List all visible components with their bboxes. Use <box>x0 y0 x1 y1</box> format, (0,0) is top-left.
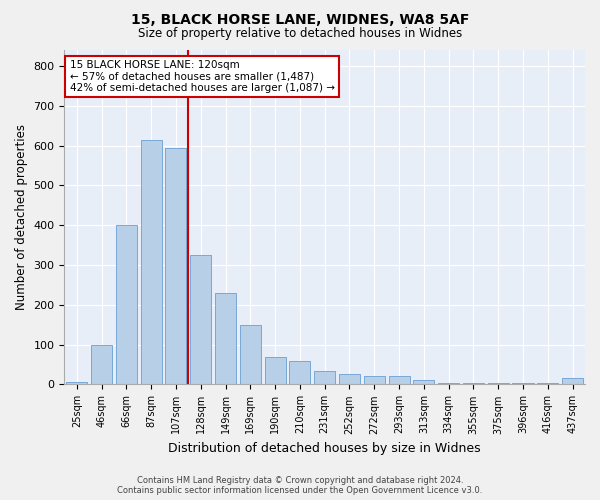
Bar <box>140 140 162 384</box>
Text: 15 BLACK HORSE LANE: 120sqm
← 57% of detached houses are smaller (1,487)
42% of : 15 BLACK HORSE LANE: 120sqm ← 57% of det… <box>70 60 335 93</box>
Bar <box>66 382 88 384</box>
Text: Contains HM Land Registry data © Crown copyright and database right 2024.
Contai: Contains HM Land Registry data © Crown c… <box>118 476 482 495</box>
Bar <box>240 324 261 384</box>
Bar <box>413 380 434 384</box>
Text: Size of property relative to detached houses in Widnes: Size of property relative to detached ho… <box>138 28 462 40</box>
Bar <box>215 293 236 384</box>
Bar <box>91 344 112 385</box>
X-axis label: Distribution of detached houses by size in Widnes: Distribution of detached houses by size … <box>169 442 481 455</box>
Bar <box>562 378 583 384</box>
Bar <box>389 376 410 384</box>
Bar <box>314 370 335 384</box>
Y-axis label: Number of detached properties: Number of detached properties <box>15 124 28 310</box>
Bar <box>289 360 310 384</box>
Bar <box>166 148 187 384</box>
Bar <box>339 374 360 384</box>
Bar <box>190 255 211 384</box>
Text: 15, BLACK HORSE LANE, WIDNES, WA8 5AF: 15, BLACK HORSE LANE, WIDNES, WA8 5AF <box>131 12 469 26</box>
Bar <box>265 356 286 384</box>
Bar <box>116 225 137 384</box>
Bar <box>364 376 385 384</box>
